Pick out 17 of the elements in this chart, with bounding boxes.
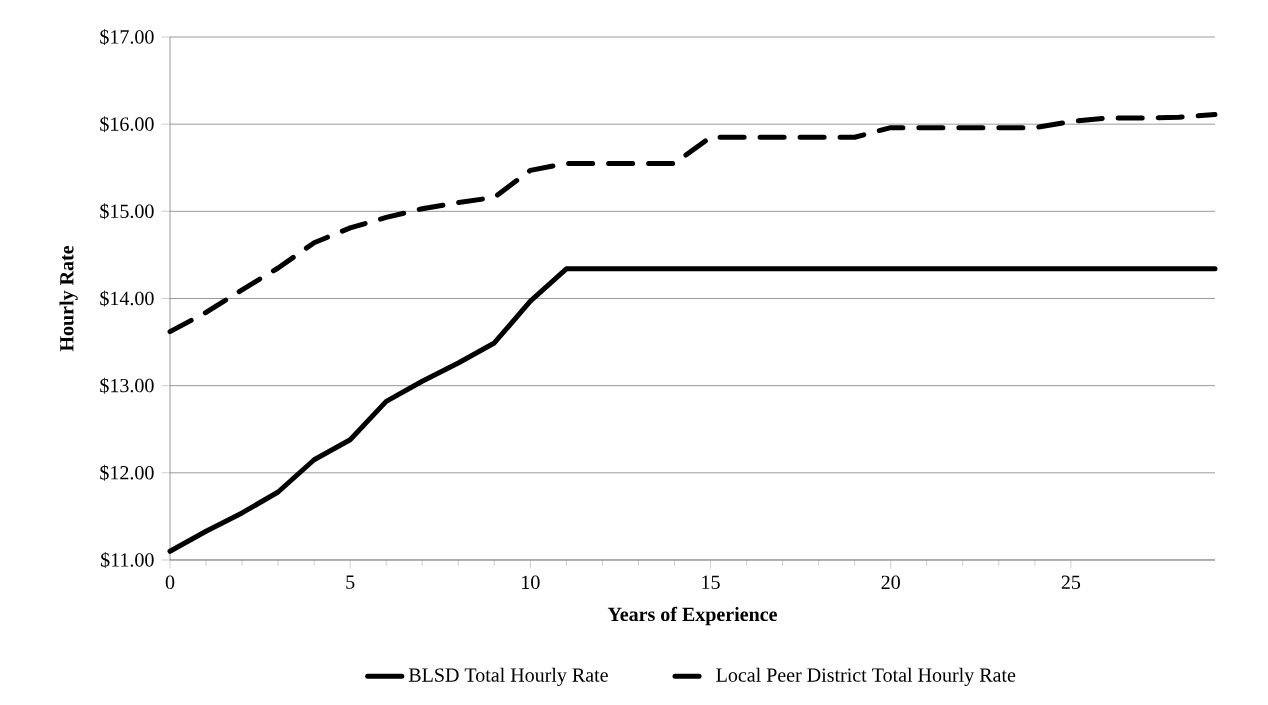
y-tick-label: $16.00	[100, 116, 154, 133]
x-tick-label: 25	[1061, 575, 1081, 590]
y-tick-label: $17.00	[100, 28, 154, 46]
x-tick-label: 5	[346, 575, 355, 589]
legend-label: Local Peer District Total Hourly Rate	[716, 667, 1016, 686]
y-tick-label: $11.00	[100, 551, 154, 568]
y-tick-label: $12.00	[100, 464, 154, 481]
x-axis-title: Years of Experience	[607, 606, 777, 626]
x-tick-label: 10	[522, 575, 540, 590]
x-tick-label: 20	[881, 575, 900, 590]
y-axis-title: Hourly Rate	[59, 245, 78, 352]
legend-label: BLSD Total Hourly Rate	[408, 667, 608, 686]
y-tick-label: $13.00	[100, 377, 154, 394]
y-tick-label: $14.00	[100, 290, 154, 307]
x-tick-label: 15	[702, 575, 720, 589]
x-tick-label: 0	[165, 575, 175, 590]
y-tick-label: $15.00	[100, 203, 154, 220]
